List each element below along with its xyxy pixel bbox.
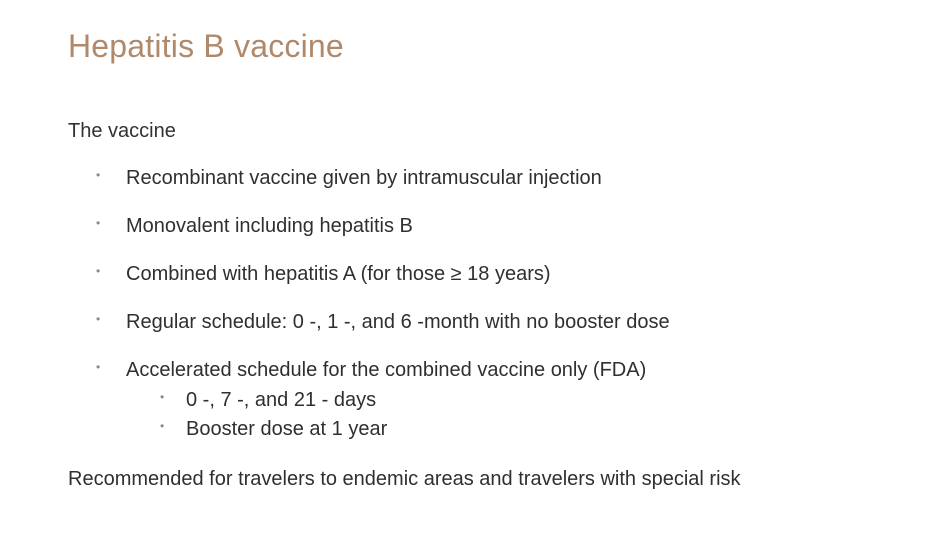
bullet-text: Regular schedule: 0 -, 1 -, and 6 -month… bbox=[126, 311, 670, 333]
bullet-text: Monovalent including hepatitis B bbox=[126, 215, 413, 237]
bullet-text: 0 -, 7 -, and 21 - days bbox=[186, 389, 376, 411]
bullet-text: Booster dose at 1 year bbox=[186, 418, 387, 440]
list-item: Combined with hepatitis A (for those ≥ 1… bbox=[96, 261, 883, 287]
sub-bullet-list: 0 -, 7 -, and 21 - days Booster dose at … bbox=[126, 387, 883, 442]
bullet-text: Accelerated schedule for the combined va… bbox=[126, 359, 646, 381]
bullet-text: Recombinant vaccine given by intramuscul… bbox=[126, 167, 602, 189]
list-item: 0 -, 7 -, and 21 - days bbox=[160, 387, 883, 413]
bullet-list: Recombinant vaccine given by intramuscul… bbox=[68, 165, 883, 442]
list-item: Booster dose at 1 year bbox=[160, 416, 883, 442]
bullet-text: Combined with hepatitis A (for those ≥ 1… bbox=[126, 263, 551, 285]
footer-line: Recommended for travelers to endemic are… bbox=[68, 468, 883, 491]
slide: Hepatitis B vaccine The vaccine Recombin… bbox=[0, 0, 943, 540]
list-item: Regular schedule: 0 -, 1 -, and 6 -month… bbox=[96, 309, 883, 335]
section-subhead: The vaccine bbox=[68, 120, 883, 143]
list-item: Monovalent including hepatitis B bbox=[96, 213, 883, 239]
list-item: Accelerated schedule for the combined va… bbox=[96, 357, 883, 442]
list-item: Recombinant vaccine given by intramuscul… bbox=[96, 165, 883, 191]
slide-title: Hepatitis B vaccine bbox=[68, 28, 883, 65]
